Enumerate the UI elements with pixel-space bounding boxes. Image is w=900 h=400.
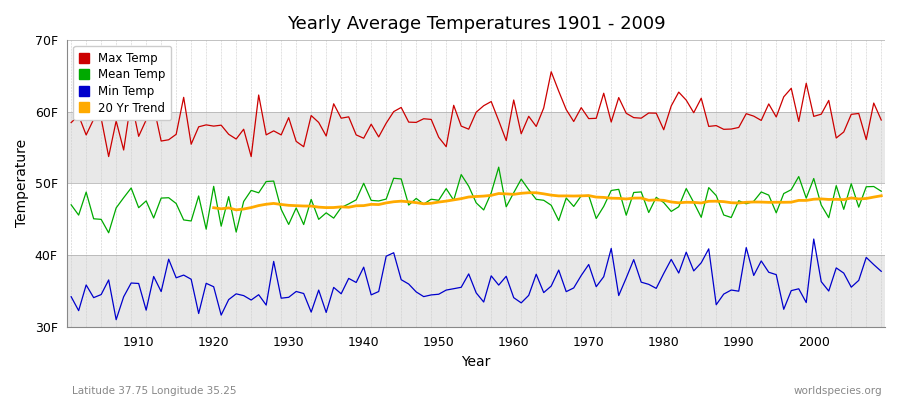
Text: Latitude 37.75 Longitude 35.25: Latitude 37.75 Longitude 35.25 xyxy=(72,386,237,396)
Text: worldspecies.org: worldspecies.org xyxy=(794,386,882,396)
Legend: Max Temp, Mean Temp, Min Temp, 20 Yr Trend: Max Temp, Mean Temp, Min Temp, 20 Yr Tre… xyxy=(73,46,171,120)
Bar xyxy=(68,255,885,327)
Bar xyxy=(68,112,885,184)
X-axis label: Year: Year xyxy=(462,355,490,369)
Y-axis label: Temperature: Temperature xyxy=(15,139,29,228)
Title: Yearly Average Temperatures 1901 - 2009: Yearly Average Temperatures 1901 - 2009 xyxy=(287,15,665,33)
Bar xyxy=(68,184,885,255)
Bar xyxy=(68,40,885,112)
